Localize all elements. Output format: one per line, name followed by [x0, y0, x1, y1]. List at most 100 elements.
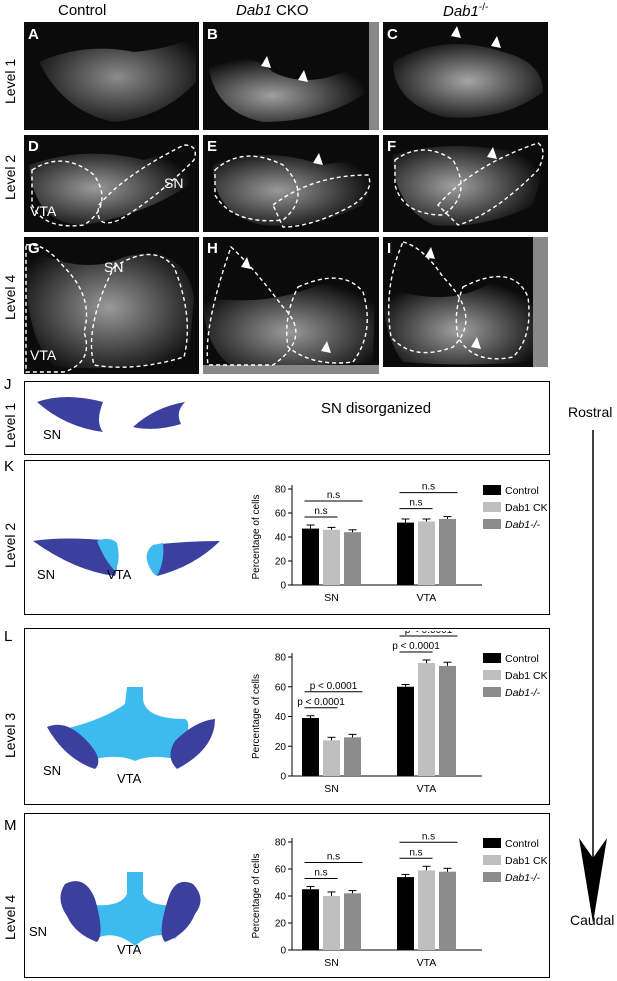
significance-label: p < 0.0001 — [297, 697, 345, 708]
bar-chart-level3: 0 20 40 60 80 Percentage of cells SN VTA p < 0.0… — [251, 631, 547, 795]
bar — [323, 740, 340, 776]
panel-letter: B — [207, 26, 218, 43]
schematic-label-sn: SN — [43, 763, 62, 778]
bar — [323, 896, 340, 950]
schematic-level4 — [60, 872, 201, 946]
micrograph-E: E — [203, 135, 379, 232]
legend-swatch — [483, 519, 501, 529]
significance-label: p < 0.0001 — [405, 631, 453, 636]
legend-swatch — [483, 687, 501, 697]
y-axis-label: Percentage of cells — [251, 853, 262, 938]
significance-label: n.s — [314, 506, 327, 517]
genotype-suffix: -/- — [478, 2, 489, 13]
column-header-control: Control — [58, 2, 107, 19]
y-tick-label: 20 — [275, 557, 287, 568]
x-tick-label: SN — [324, 957, 339, 969]
micrograph-label-sn: SN — [104, 259, 124, 275]
x-tick-label: SN — [324, 783, 339, 795]
panel-letter-L: L — [4, 628, 13, 645]
bar — [418, 662, 435, 776]
bar — [302, 889, 319, 950]
panel-letter: E — [207, 138, 218, 155]
micrograph-H: H — [203, 237, 379, 374]
gene-name: Dab1 — [236, 2, 272, 19]
schematic-label-sn: SN — [37, 567, 56, 582]
y-tick-label: 20 — [275, 919, 287, 930]
y-tick-label: 0 — [280, 581, 286, 592]
panel-letter: F — [387, 138, 397, 155]
bar — [439, 665, 456, 776]
column-header-dab1-ko: Dab1-/- — [443, 2, 488, 20]
row-label-level4: Level 4 — [2, 894, 18, 940]
panel-M-box: SN VTA 0 20 40 60 80 Percentage of cells SN VTA… — [24, 813, 550, 978]
y-tick-label: 80 — [275, 838, 287, 849]
micrograph-texture — [213, 153, 375, 228]
x-tick-label: VTA — [417, 592, 437, 604]
y-tick-label: 80 — [275, 485, 287, 496]
rostral-caudal-arrow — [579, 430, 607, 923]
legend-label: Control — [505, 653, 539, 665]
micrograph-label-vta: VTA — [30, 203, 57, 219]
gene-name: Dab1 — [443, 3, 479, 20]
panel-letter: D — [28, 138, 39, 155]
legend-swatch — [483, 872, 501, 882]
schematic-level3 — [47, 687, 215, 769]
panel-letter-M: M — [4, 817, 17, 834]
legend-label: Dab1-/- — [505, 687, 541, 699]
micrograph-texture — [383, 237, 548, 367]
micrograph-C: C — [383, 22, 548, 130]
y-tick-label: 40 — [275, 533, 287, 544]
row-label-level1: Level 1 — [2, 402, 18, 448]
legend-swatch — [483, 855, 501, 865]
legend-label: Dab1 CKO — [505, 502, 547, 514]
row-label-level2: Level 2 — [2, 154, 18, 200]
legend-swatch — [483, 502, 501, 512]
y-tick-label: 40 — [275, 892, 287, 903]
bar — [344, 532, 361, 585]
significance-label: n.s — [314, 868, 327, 879]
bar — [302, 717, 319, 776]
legend-label: Dab1 CKO — [505, 855, 547, 867]
micrograph-texture — [393, 26, 543, 118]
micrograph-label-vta: VTA — [30, 347, 57, 363]
x-tick-label: SN — [324, 592, 339, 604]
row-label-level3: Level 3 — [2, 712, 18, 758]
micrograph-texture — [29, 144, 196, 227]
significance-label: p < 0.0001 — [392, 641, 440, 652]
micrograph-texture — [393, 142, 546, 226]
micrograph-D: D SN VTA — [24, 135, 199, 232]
panel-letter-K: K — [4, 458, 15, 475]
significance-label: n.s — [409, 498, 422, 509]
caudal-label: Caudal — [570, 912, 615, 928]
significance-label: n.s — [327, 852, 340, 863]
bar — [323, 529, 340, 585]
panel-letter: G — [28, 240, 40, 257]
y-axis-label: Percentage of cells — [251, 494, 262, 579]
legend-swatch — [483, 838, 501, 848]
significance-label: p < 0.0001 — [310, 681, 358, 692]
schematic-label-vta: VTA — [117, 771, 142, 786]
significance-label: n.s — [327, 490, 340, 501]
legend-label: Dab1 CKO — [505, 670, 547, 682]
micrograph-F: F — [383, 135, 548, 232]
y-tick-label: 0 — [280, 772, 286, 783]
bar — [397, 522, 414, 585]
panel-letter: A — [28, 26, 39, 43]
schematic-label-sn: SN — [29, 924, 48, 939]
row-label-level4: Level 4 — [2, 274, 18, 320]
panel-J-box: SN SN disorganized — [24, 381, 550, 455]
panel-letter: C — [387, 26, 398, 43]
y-tick-label: 20 — [275, 742, 287, 753]
legend-label: Control — [505, 485, 539, 497]
micrograph-texture — [208, 22, 379, 130]
micrograph-texture — [203, 245, 379, 374]
bar — [418, 521, 435, 585]
column-header-dab1-cko: Dab1 CKO — [236, 2, 309, 19]
legend-swatch — [483, 670, 501, 680]
legend-label: Control — [505, 838, 539, 850]
panel-letter: I — [387, 240, 392, 257]
y-tick-label: 80 — [275, 653, 287, 664]
bar — [344, 893, 361, 950]
y-axis-label: Percentage of cells — [251, 674, 262, 759]
